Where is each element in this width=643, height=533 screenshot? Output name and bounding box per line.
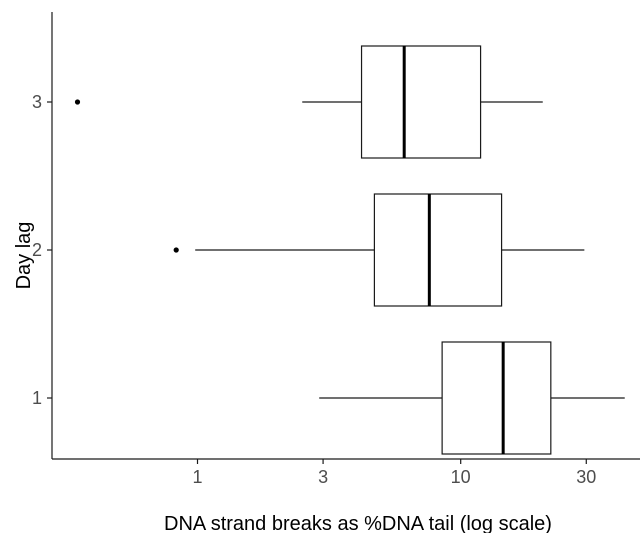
box-plot-day-2 <box>173 193 585 307</box>
y-axis-ticks: 1 2 3 <box>32 92 52 408</box>
interquartile-box <box>441 341 552 455</box>
x-tick-label: 3 <box>318 467 328 487</box>
x-tick-label: 30 <box>576 467 596 487</box>
plot-marks <box>74 45 625 455</box>
interquartile-box <box>360 45 482 159</box>
box-plot-day-1 <box>319 341 625 455</box>
y-axis-title: Day lag <box>13 222 35 290</box>
x-axis-title: DNA strand breaks as %DNA tail (log scal… <box>164 513 552 533</box>
y-tick-label: 2 <box>32 240 42 260</box>
y-tick-label: 3 <box>32 92 42 112</box>
box-plot-day-3 <box>74 45 543 159</box>
interquartile-box <box>373 193 503 307</box>
outlier-point <box>173 247 179 253</box>
outlier-point <box>74 99 81 105</box>
y-tick-label: 1 <box>32 388 42 408</box>
x-tick-label: 1 <box>192 467 202 487</box>
x-tick-label: 10 <box>451 467 471 487</box>
x-axis-ticks: 1 3 10 30 <box>192 459 596 487</box>
